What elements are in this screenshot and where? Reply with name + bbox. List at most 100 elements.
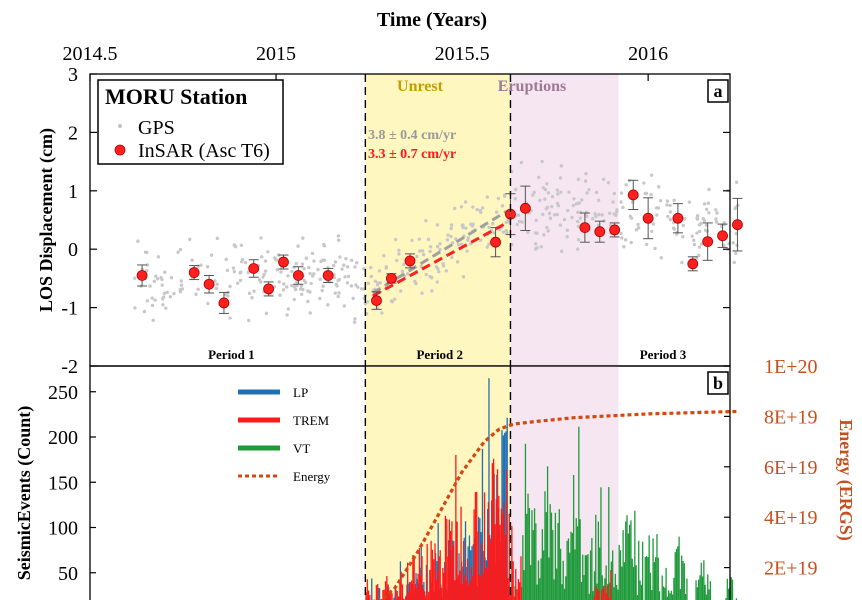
panel-a-ylabel: LOS Displacement (cm): [36, 128, 57, 312]
seismic-bar-trem: [443, 572, 445, 600]
panel-b-y2label: Energy (ERGS): [835, 419, 856, 541]
seismic-bar-trem: [465, 580, 467, 600]
gps-point: [281, 288, 286, 292]
gps-point: [634, 228, 639, 232]
gps-point: [446, 233, 450, 237]
gps-point: [593, 212, 597, 216]
seismic-bar-trem: [512, 561, 514, 600]
seismic-bar-vt: [731, 579, 734, 600]
gps-point: [343, 275, 347, 279]
seismic-bar-trem: [433, 559, 435, 600]
gps-point: [659, 256, 663, 260]
seismic-bar-trem: [520, 556, 522, 600]
unrest-band: [365, 74, 511, 366]
gps-point: [165, 290, 170, 295]
gps-point: [658, 198, 663, 203]
gps-point: [273, 256, 277, 260]
seismic-bar-vt: [665, 567, 667, 600]
gps-point: [424, 218, 428, 223]
seismic-bar-trem: [499, 524, 501, 600]
seismic-bar-vt: [548, 557, 550, 600]
seismic-bar-trem: [423, 591, 426, 600]
seismic-bar-trem: [464, 575, 466, 600]
seismic-bar-vt: [638, 540, 640, 600]
gps-point: [363, 302, 368, 306]
seismic-bar-trem: [377, 584, 379, 600]
seismic-bar-trem: [507, 577, 509, 600]
gps-point: [543, 197, 547, 201]
gps-point: [295, 280, 299, 284]
seismic-bar-lp: [481, 448, 484, 600]
seismic-bar-lp: [437, 523, 439, 600]
seismic-bar-trem: [390, 589, 392, 600]
seismic-bar-vt: [544, 491, 546, 600]
gps-point: [194, 292, 198, 296]
seismic-bar-trem: [495, 499, 497, 600]
gps-point: [326, 303, 330, 307]
gps-point: [278, 293, 282, 297]
gps-point: [555, 201, 560, 206]
gps-point: [485, 245, 490, 249]
seismic-bar-vt: [526, 513, 528, 600]
insar-point: [263, 283, 275, 295]
seismic-bar-vt: [582, 554, 584, 600]
gps-point: [215, 236, 220, 241]
seismic-bar-vt: [561, 584, 563, 600]
seismic-bar-vt: [543, 550, 545, 600]
gps-point: [420, 249, 425, 253]
seismic-bar-trem: [490, 541, 492, 600]
gps-point: [496, 196, 501, 201]
seismic-bar-vt: [681, 555, 683, 600]
gps-point: [614, 213, 618, 217]
seismic-bar-vt: [599, 547, 601, 600]
panel-b: 2502001501005001E+208E+196E+194E+192E+19…: [14, 356, 856, 600]
seismic-bar-trem: [367, 590, 370, 600]
gps-point: [550, 204, 554, 209]
gps-point: [321, 258, 325, 262]
insar-point: [218, 297, 230, 309]
gps-point: [397, 252, 401, 256]
seismic-bar-trem: [446, 518, 448, 600]
top-tick-label: 2015.5: [435, 43, 490, 65]
legend-label: LP: [293, 385, 308, 400]
seismic-bar-trem: [407, 562, 409, 600]
gps-point: [169, 276, 174, 280]
gps-point: [159, 276, 163, 280]
gps-point: [534, 218, 538, 223]
seismic-bar-vt: [675, 548, 678, 600]
seismic-bar-trem: [408, 591, 410, 600]
seismic-bar-vt: [669, 593, 671, 600]
gps-point: [623, 238, 628, 242]
seismic-bar-vt: [652, 538, 654, 600]
gps-point: [734, 180, 739, 184]
gps-point: [160, 297, 165, 301]
gps-point: [732, 260, 736, 265]
gps-point: [152, 279, 156, 284]
gps-point: [226, 294, 230, 298]
seismic-bar-trem: [482, 573, 484, 600]
gps-point: [168, 295, 173, 299]
seismic-bar-vt: [674, 552, 676, 600]
gps-point: [336, 294, 340, 299]
gps-point: [344, 257, 348, 261]
gps-point: [252, 289, 256, 293]
gps-point: [308, 290, 312, 294]
seismic-bar-vt: [570, 531, 572, 600]
gps-point: [318, 296, 322, 301]
gps-point: [356, 285, 360, 289]
seismic-bar-vt: [645, 556, 648, 600]
seismic-bar-vt: [514, 586, 516, 600]
seismic-bar-trem: [409, 582, 411, 600]
gps-point: [580, 198, 584, 202]
seismic-bar-trem: [461, 584, 464, 600]
panel-a-legend: MORU Station GPS InSAR (Asc T6): [97, 79, 284, 165]
seismic-bar-trem: [442, 567, 444, 600]
gps-point: [261, 275, 265, 279]
top-tick-label: 2014.5: [63, 43, 118, 65]
gps-point: [681, 235, 685, 239]
seismic-bar-vt: [686, 578, 688, 600]
gps-point: [516, 213, 521, 217]
gps-point: [714, 208, 718, 212]
gps-point: [205, 265, 210, 269]
seismic-bar-trem: [607, 583, 609, 600]
